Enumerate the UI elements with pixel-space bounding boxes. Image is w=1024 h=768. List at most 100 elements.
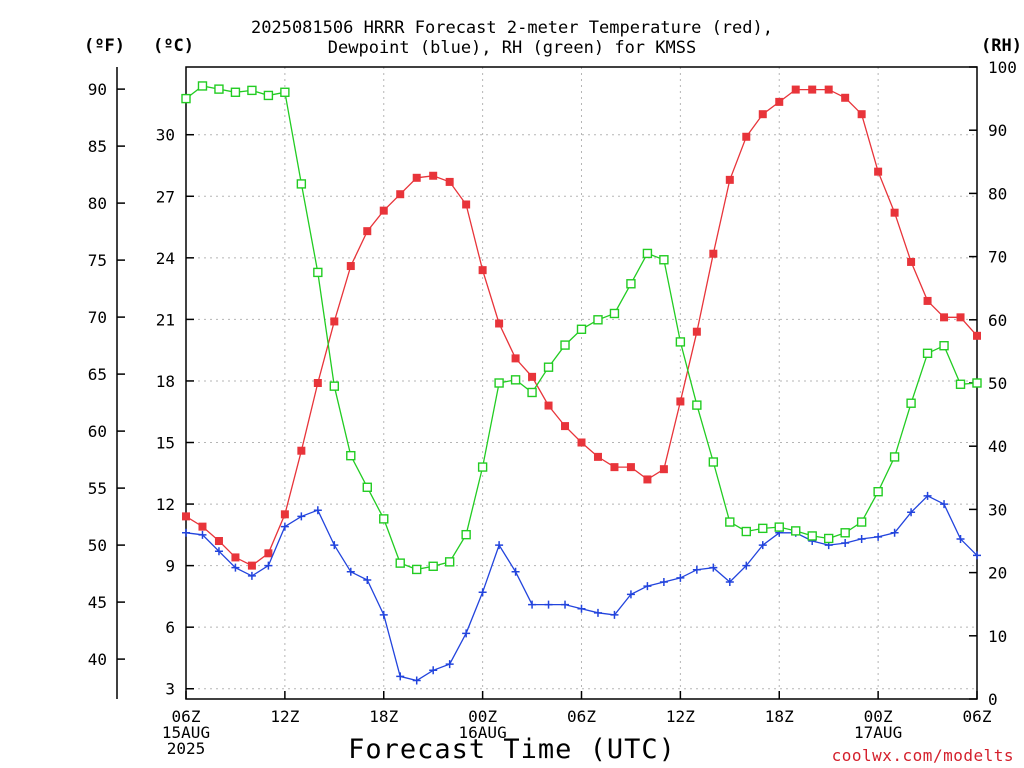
x-date-label: 17AUG xyxy=(854,723,902,742)
dewpoint-point xyxy=(742,561,751,570)
dewpoint-point xyxy=(462,629,471,638)
rh-point xyxy=(626,279,636,289)
dewpoint-point xyxy=(956,534,965,543)
rh-point xyxy=(955,379,966,389)
rh-point xyxy=(494,378,504,388)
celsius-tick-label: 12 xyxy=(156,495,175,514)
rh-point xyxy=(922,348,933,358)
chart-title-line-1: 2025081506 HRRR Forecast 2-meter Tempera… xyxy=(251,18,773,38)
x-tick-label: 06Z xyxy=(567,707,596,726)
dewpoint-point xyxy=(445,660,454,669)
rh-point xyxy=(840,528,850,538)
rh-point xyxy=(593,315,603,325)
dewpoint-point xyxy=(577,604,586,613)
rh-point xyxy=(692,400,702,410)
dewpoint-point xyxy=(610,610,619,619)
dewpoint-point xyxy=(214,547,223,556)
temperature-point xyxy=(841,93,850,102)
dewpoint-point xyxy=(725,578,734,587)
dewpoint-point xyxy=(907,508,916,517)
rh-point xyxy=(197,81,208,91)
celsius-tick-label: 21 xyxy=(156,310,175,329)
temperature-point xyxy=(363,227,372,236)
temperature-point xyxy=(940,313,949,322)
rh-point xyxy=(725,517,735,527)
temperature-point xyxy=(857,110,866,119)
temperature-point xyxy=(478,266,487,275)
temperature-point xyxy=(626,463,635,472)
celsius-tick-label: 9 xyxy=(165,557,175,576)
dewpoint-point xyxy=(313,506,322,515)
dewpoint-point xyxy=(692,565,701,574)
temperature-point xyxy=(643,475,652,484)
dewpoint-point xyxy=(544,600,553,609)
rh-point xyxy=(906,398,916,408)
dewpoint-point xyxy=(923,491,932,500)
temperature-point xyxy=(956,313,965,322)
temperature-point xyxy=(528,372,537,381)
rh-point xyxy=(395,558,405,568)
rh-point xyxy=(560,340,570,350)
rh-tick-label: 50 xyxy=(988,374,1007,393)
temperature-point xyxy=(775,97,784,106)
rh-point xyxy=(263,90,274,101)
fahrenheit-tick-label: 75 xyxy=(88,251,107,270)
temperature-point xyxy=(264,549,273,558)
celsius-tick-label: 27 xyxy=(156,187,175,206)
dewpoint-point xyxy=(346,567,355,576)
dewpoint-point xyxy=(593,608,602,617)
celsius-tick-label: 24 xyxy=(156,249,175,268)
x-date-label: 16AUG xyxy=(459,723,507,742)
dewpoint-point xyxy=(626,590,635,599)
rh-point xyxy=(856,517,867,527)
plot-frame xyxy=(185,66,978,700)
fahrenheit-tick-label: 45 xyxy=(88,593,107,612)
dewpoint-point xyxy=(561,600,570,609)
celsius-tick-label: 18 xyxy=(156,372,175,391)
rh-point xyxy=(708,457,719,467)
dewpoint-point xyxy=(940,500,949,509)
temperature-point xyxy=(791,85,800,94)
temperature-point xyxy=(758,110,767,119)
rh-point xyxy=(313,267,323,278)
rh-point xyxy=(346,450,356,461)
dewpoint-point xyxy=(659,578,668,587)
temperature-point xyxy=(495,319,504,328)
rh-point xyxy=(758,523,768,534)
rh-point xyxy=(412,564,422,575)
x-tick-label: 00Z xyxy=(864,707,893,726)
rh-point xyxy=(972,378,982,388)
x-tick-label: 00Z xyxy=(468,707,497,726)
temperature-point xyxy=(231,553,240,562)
dewpoint-point xyxy=(412,676,421,685)
temperature-point xyxy=(280,510,289,519)
rh-tick-label: 90 xyxy=(988,121,1007,140)
rh-point xyxy=(214,84,224,94)
dewpoint-point xyxy=(280,522,289,531)
temperature-point xyxy=(742,132,751,141)
celsius-tick-label: 30 xyxy=(156,126,175,145)
dewpoint-point xyxy=(511,567,520,576)
rh-tick-label: 70 xyxy=(988,248,1007,267)
temperature-point xyxy=(330,317,339,326)
temperature-point xyxy=(445,177,454,186)
rh-point xyxy=(247,85,257,96)
fahrenheit-tick-label: 60 xyxy=(88,422,107,441)
temperature-point xyxy=(511,354,520,363)
fahrenheit-tick-label: 90 xyxy=(88,80,107,99)
rh-point xyxy=(461,529,471,540)
temperature-point xyxy=(396,190,405,199)
fahrenheit-tick-label: 70 xyxy=(88,308,107,327)
rh-point xyxy=(889,452,900,462)
x-tick-label: 18Z xyxy=(765,707,794,726)
dewpoint-point xyxy=(478,588,487,597)
dewpoint-point xyxy=(857,534,866,543)
celsius-axis-unit: (ºC) xyxy=(153,36,194,56)
dewpoint-point xyxy=(198,530,207,539)
temperature-point xyxy=(610,463,619,472)
rh-point xyxy=(181,93,191,104)
x-date-label: 2025 xyxy=(167,739,206,758)
rh-point xyxy=(939,341,949,351)
dewpoint-point xyxy=(890,528,899,537)
temperature-point xyxy=(659,465,668,474)
